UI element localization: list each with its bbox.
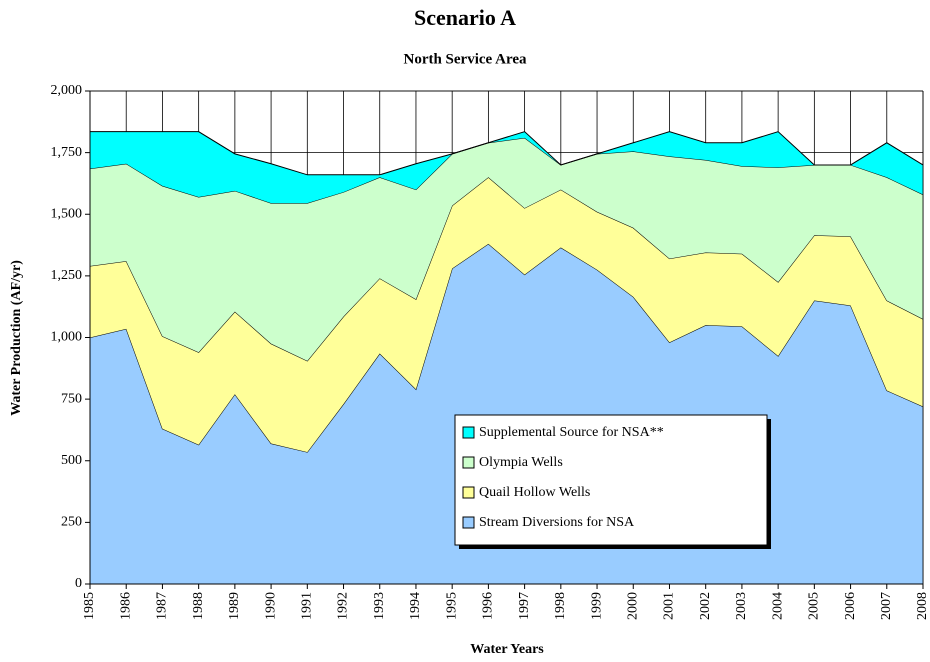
legend-label: Quail Hollow Wells (479, 485, 590, 500)
area (90, 177, 923, 453)
x-tick-label: 1988 (191, 592, 206, 620)
x-tick-label: 2002 (698, 592, 713, 620)
area-edge (90, 131, 924, 176)
x-tick-label: 1995 (444, 592, 459, 620)
x-tick-label: 1992 (336, 592, 351, 620)
x-tick-label: 1994 (408, 592, 423, 620)
x-tick-label: 2003 (734, 592, 749, 620)
x-tick-label: 2004 (770, 592, 785, 620)
x-tick-label: 2005 (807, 592, 822, 620)
legend (454, 414, 768, 546)
legend-label: Stream Diversions for NSA (479, 515, 635, 530)
chart-subtitle: North Service Area (403, 51, 527, 67)
x-tick-label: 1998 (553, 592, 568, 620)
y-axis-label: Water Production (AF/yr) (9, 260, 24, 416)
x-tick-label: 1989 (227, 592, 242, 620)
y-tick-label: 1,500 (51, 206, 83, 221)
y-tick-label: 2,000 (51, 83, 83, 98)
y-tick-label: 0 (75, 576, 82, 591)
x-tick-label: 1997 (517, 592, 532, 620)
x-tick-label: 1985 (82, 592, 97, 620)
y-tick-label: 250 (61, 515, 82, 530)
y-tick-label: 1,000 (51, 330, 83, 345)
x-tick-label: 1986 (118, 592, 133, 620)
y-tick-label: 1,750 (51, 145, 83, 160)
x-tick-label: 2001 (662, 592, 677, 620)
x-tick-label: 1991 (300, 592, 315, 620)
legend-swatch (462, 426, 475, 439)
x-tick-label: 1996 (481, 592, 496, 620)
legend-label: Olympia Wells (479, 455, 563, 470)
legend-label: Supplemental Source for NSA** (479, 425, 664, 440)
x-tick-label: 1987 (155, 592, 170, 620)
x-tick-label: 2000 (625, 592, 640, 620)
legend-swatch (462, 486, 475, 499)
area (90, 131, 923, 204)
y-tick-label: 1,250 (51, 268, 83, 283)
x-tick-label: 1990 (263, 592, 278, 620)
x-tick-label: 1993 (372, 592, 387, 620)
x-axis-label: Water Years (470, 642, 544, 657)
x-tick-label: 2006 (843, 592, 858, 620)
x-tick-label: 2007 (879, 592, 894, 620)
x-tick-label: 1999 (589, 592, 604, 620)
chart-title: Scenario A (414, 5, 516, 30)
y-tick-label: 500 (61, 453, 82, 468)
legend-swatch (462, 456, 475, 469)
legend-swatch (462, 516, 475, 529)
x-tick-label: 2008 (915, 592, 930, 620)
area (90, 137, 923, 361)
y-tick-label: 750 (61, 391, 82, 406)
